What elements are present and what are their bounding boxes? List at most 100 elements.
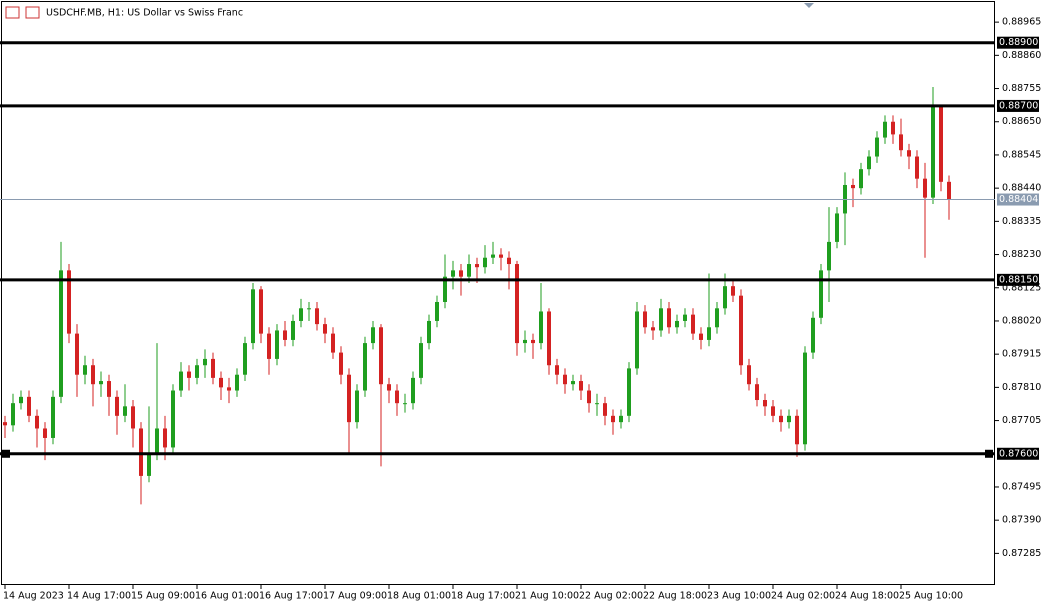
x-tick-label: 21 Aug 10:00 <box>515 591 579 602</box>
candle-body <box>491 254 495 258</box>
candle-body <box>75 333 79 375</box>
candle-body <box>267 333 271 359</box>
candle-body <box>339 352 343 375</box>
y-tick-label: 0.88230 <box>1002 249 1041 260</box>
x-tick-label: 24 Aug 18:00 <box>835 591 899 602</box>
level-label: 0.87600 <box>999 448 1038 459</box>
level-handle <box>2 449 10 458</box>
candle-body <box>939 105 943 182</box>
candle-body <box>355 390 359 423</box>
icon <box>25 6 40 19</box>
y-tick-label: 0.87285 <box>1002 548 1041 559</box>
candle-body <box>275 330 279 359</box>
candle-body <box>123 406 127 416</box>
candle-body <box>507 257 511 265</box>
x-tick-label: 25 Aug 10:00 <box>899 591 963 602</box>
y-tick-label: 0.88020 <box>1002 315 1041 326</box>
candle-body <box>443 276 447 302</box>
candle-body <box>451 270 455 277</box>
candle-body <box>915 156 919 179</box>
x-tick-label: 16 Aug 17:00 <box>259 591 323 602</box>
title-icons <box>5 6 40 19</box>
candle-body <box>531 339 535 344</box>
candle-body <box>235 374 239 391</box>
candle-body <box>363 343 367 391</box>
candle-body <box>323 324 327 334</box>
y-tick-label: 0.88965 <box>1002 17 1041 28</box>
y-tick-label: 0.88440 <box>1002 183 1041 194</box>
y-tick-label: 0.88650 <box>1002 116 1041 127</box>
candle-body <box>803 352 807 445</box>
candle-body <box>851 184 855 189</box>
candle-body <box>147 453 151 476</box>
y-tick-label: 0.87705 <box>1002 415 1041 426</box>
candle-body <box>555 365 559 375</box>
candle-body <box>283 330 287 340</box>
candle-body <box>475 264 479 268</box>
x-tick-label: 23 Aug 10:00 <box>707 591 771 602</box>
candle-body <box>875 137 879 157</box>
candle-body <box>315 308 319 325</box>
candle-body <box>603 403 607 416</box>
y-tick-label: 0.87390 <box>1002 515 1041 526</box>
candle-body <box>547 311 551 366</box>
candle-body <box>91 365 95 385</box>
candle-body <box>859 169 863 189</box>
candle-body <box>187 371 191 378</box>
candle-body <box>107 381 111 397</box>
current-price-box <box>997 193 1039 206</box>
x-tick-label: 14 Aug 2023 <box>3 591 64 602</box>
candle-body <box>51 396 55 438</box>
candle-body <box>211 358 215 378</box>
candle-body <box>27 396 31 416</box>
x-tick-label: 22 Aug 18:00 <box>643 591 707 602</box>
candle-body <box>331 333 335 353</box>
candle-body <box>715 308 719 328</box>
candle-body <box>539 311 543 344</box>
candle-body <box>43 428 47 438</box>
candle-body <box>611 415 615 423</box>
candle-body <box>731 286 735 296</box>
candle-body <box>619 415 623 423</box>
candle-body <box>667 308 671 328</box>
candle-body <box>787 415 791 423</box>
shift-marker <box>804 3 814 8</box>
candle-body <box>635 311 639 369</box>
candle-body <box>515 264 519 344</box>
level-box <box>997 447 1039 460</box>
candle-body <box>883 121 887 138</box>
y-tick-label: 0.87915 <box>1002 349 1041 360</box>
candle-body <box>947 181 951 200</box>
candle-body <box>307 308 311 310</box>
candle-body <box>459 270 463 277</box>
candle-body <box>739 295 743 366</box>
plot-frame <box>1 1 995 585</box>
candle-body <box>811 317 815 353</box>
candle-body <box>179 371 183 391</box>
candle-body <box>755 384 759 401</box>
candle-body <box>587 390 591 404</box>
candle-body <box>19 396 23 404</box>
candle-body <box>579 381 583 391</box>
level-label: 0.88150 <box>999 274 1038 285</box>
candle-body <box>523 339 527 344</box>
candle-body <box>891 121 895 135</box>
candle-body <box>795 415 799 445</box>
candle-body <box>35 415 39 429</box>
candle-body <box>395 390 399 404</box>
candle-body <box>259 289 263 334</box>
y-tick-label: 0.88125 <box>1002 282 1041 293</box>
x-tick-label: 16 Aug 01:00 <box>195 591 259 602</box>
candle-body <box>403 403 407 405</box>
candle-body <box>427 320 431 344</box>
candle-body <box>867 156 871 170</box>
candle-body <box>763 400 767 407</box>
y-tick-label: 0.88545 <box>1002 149 1041 160</box>
candle-body <box>155 428 159 454</box>
candle-body <box>387 384 391 391</box>
candle-body <box>707 327 711 340</box>
candle-body <box>171 390 175 448</box>
candle-body <box>291 320 295 340</box>
candle-body <box>435 301 439 321</box>
